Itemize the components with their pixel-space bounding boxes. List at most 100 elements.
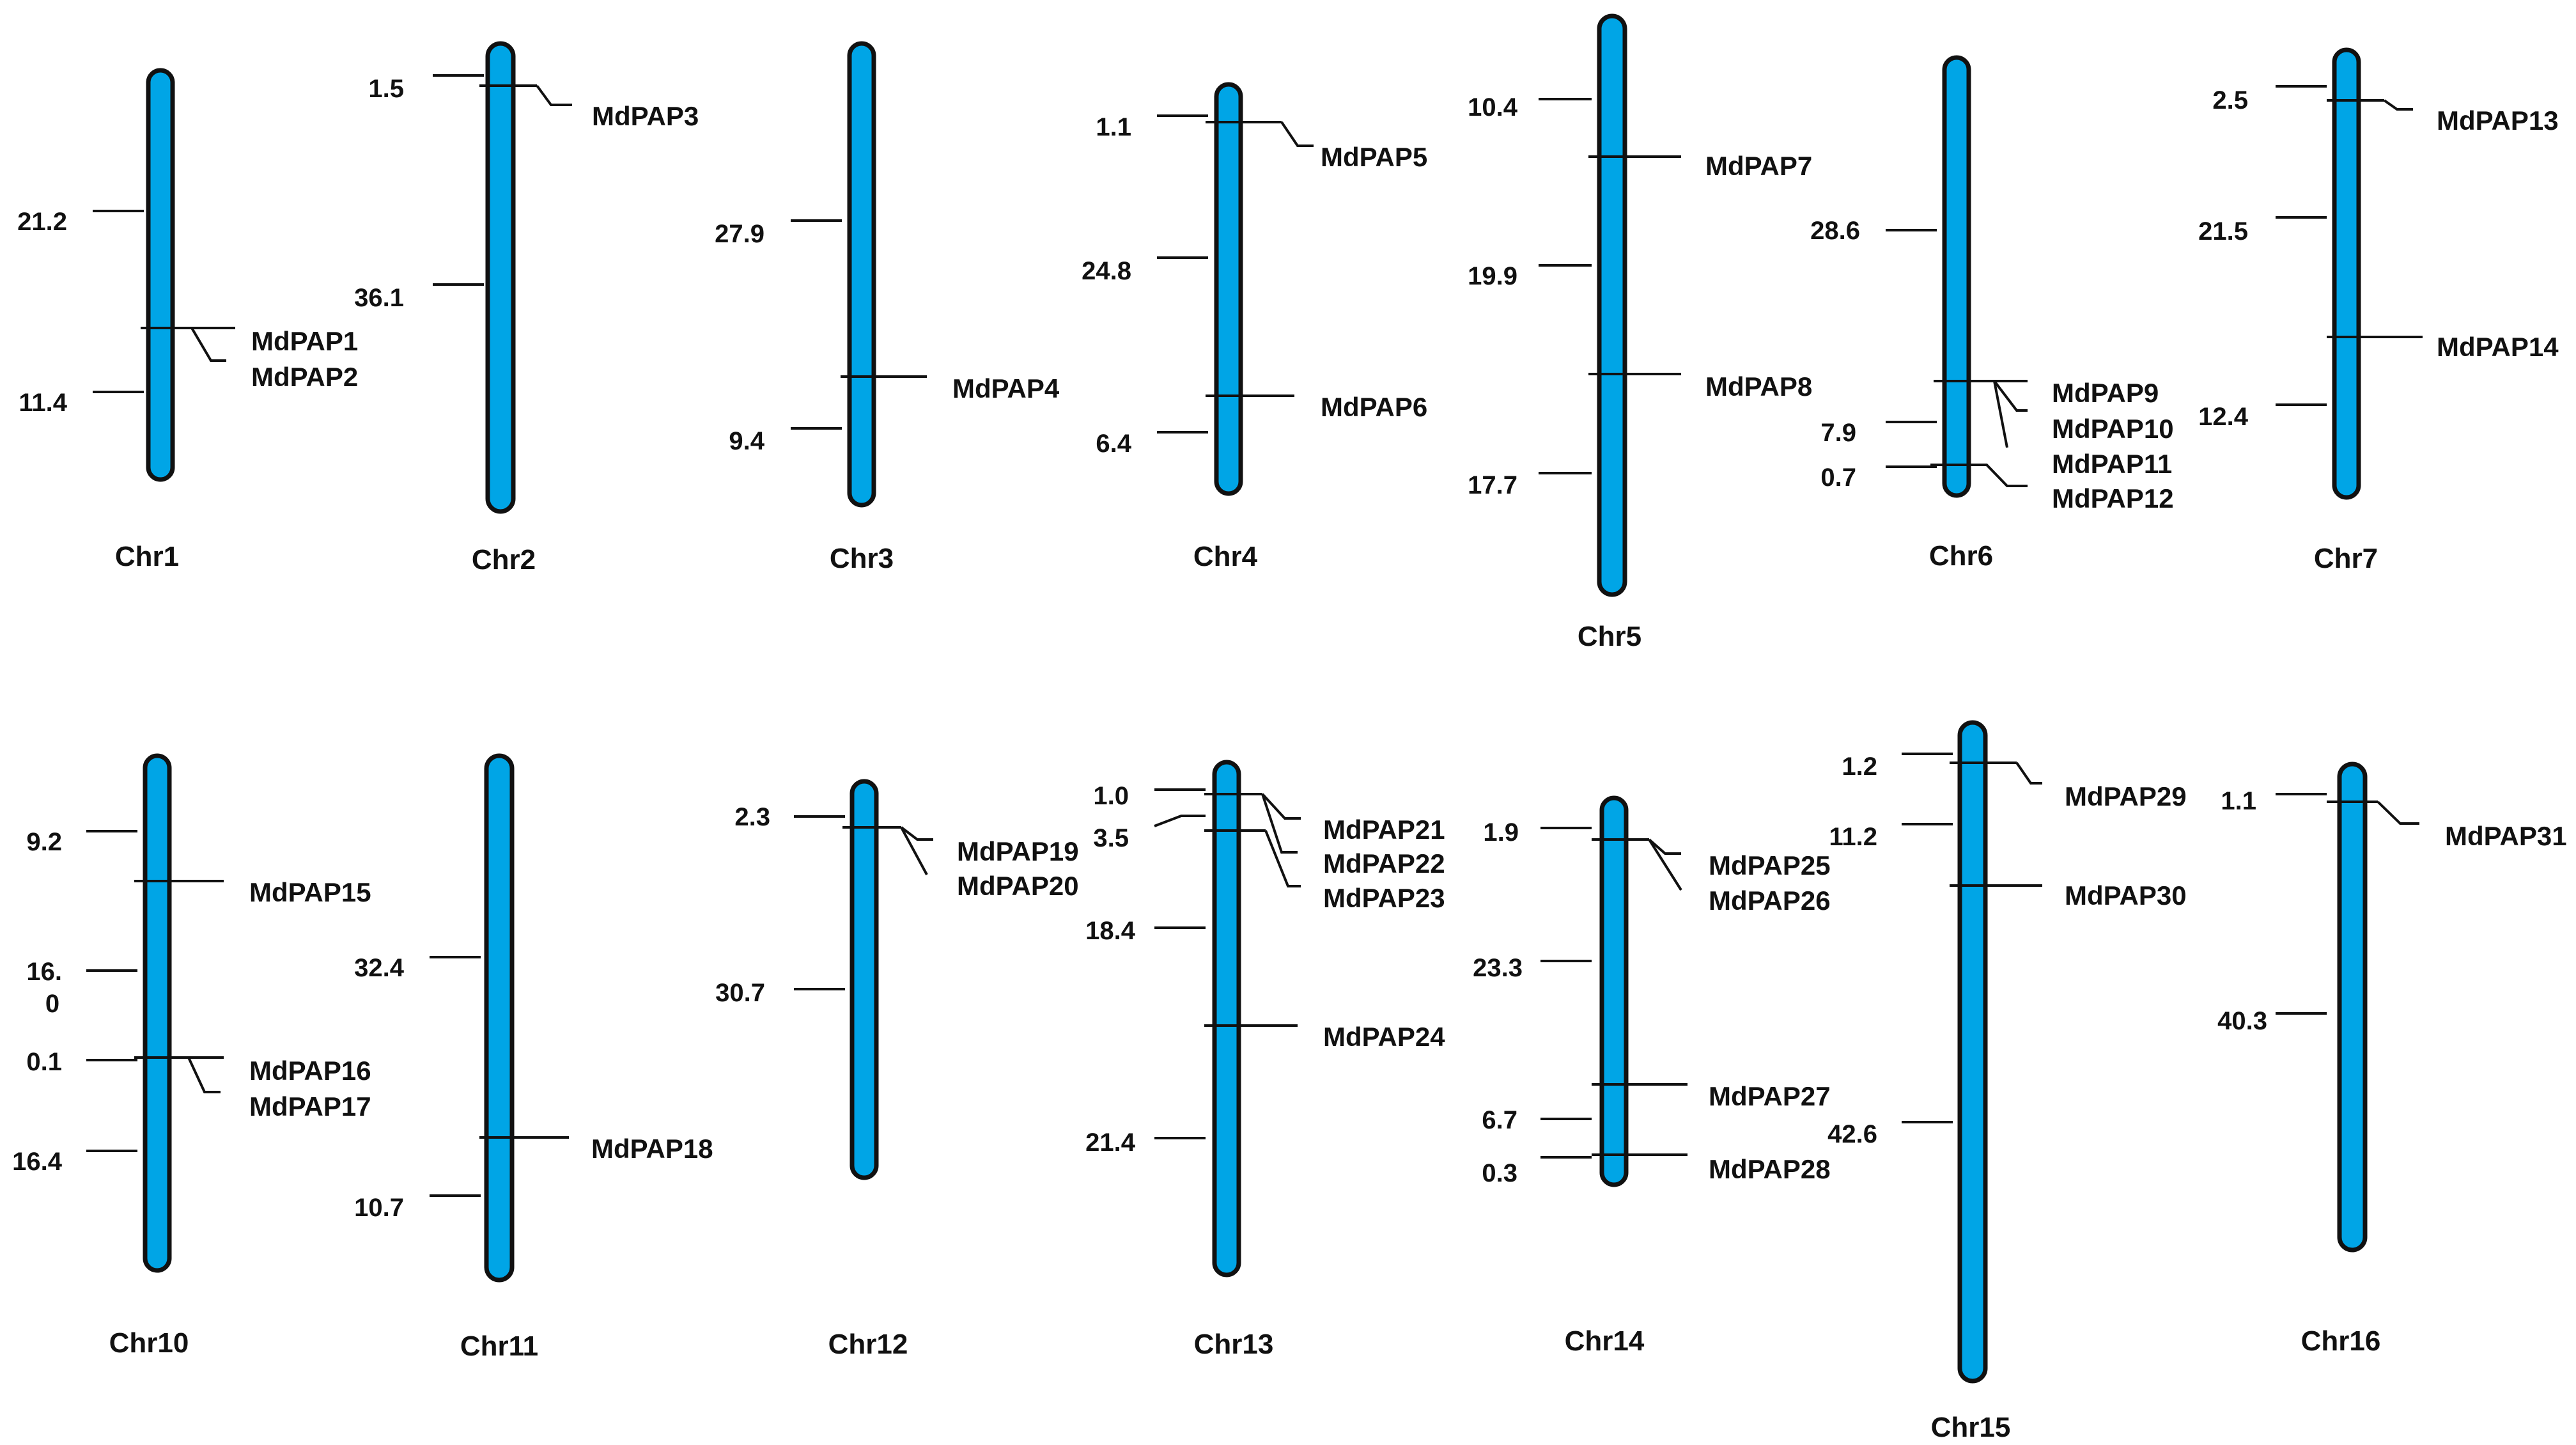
- gene-label-mdpap2: MdPAP2: [251, 362, 358, 392]
- gene-label-mdpap30: MdPAP30: [2065, 880, 2187, 910]
- gene-label-mdpap5: MdPAP5: [1321, 142, 1427, 172]
- gene-label-mdpap24: MdPAP24: [1323, 1022, 1445, 1052]
- chr11-label: Chr11: [460, 1331, 538, 1362]
- chromosome-chr14: 1.9 23.3 6.7 0.3 MdPAP25 MdPAP26 MdPAP27…: [1473, 795, 1831, 1357]
- gene-label-mdpap26: MdPAP26: [1709, 886, 1831, 916]
- chr10-dist-4: 0.1: [26, 1048, 62, 1076]
- chr7-bar: [2332, 47, 2361, 500]
- chromosome-chr7: 2.5 21.5 12.4 MdPAP13 MdPAP14 Chr7: [2198, 47, 2559, 574]
- chr10-dist-1: 9.2: [26, 828, 62, 856]
- chr14-dist-1: 1.9: [1483, 818, 1519, 847]
- chromosome-chr15: 1.2 11.2 42.6 MdPAP29 MdPAP30 Chr15: [1827, 720, 2187, 1443]
- chr4-dist-2: 24.8: [1082, 257, 1131, 285]
- gene-label-mdpap29: MdPAP29: [2065, 781, 2187, 811]
- chr11-dist-1: 32.4: [354, 954, 405, 982]
- chr16-dist-2: 40.3: [2217, 1007, 2267, 1035]
- chr11-bar: [484, 753, 515, 1283]
- gene-label-mdpap6: MdPAP6: [1321, 392, 1427, 422]
- chr1-dist-1: 21.2: [17, 208, 67, 236]
- chr13-dist-2: 3.5: [1093, 824, 1129, 852]
- chromosome-chr5: 10.4 19.9 17.7 MdPAP7 MdPAP8 Chr5: [1468, 13, 1812, 652]
- chr13-dist-3: 18.4: [1085, 917, 1136, 945]
- chr6-dist-2: 7.9: [1820, 419, 1856, 447]
- chr14-bar: [1599, 795, 1629, 1187]
- chr10-dist-2: 16.: [26, 958, 62, 986]
- chr15-dist-3: 42.6: [1827, 1120, 1877, 1148]
- gene-label-mdpap1: MdPAP1: [251, 326, 358, 356]
- chr3-dist-2: 9.4: [729, 427, 764, 455]
- chr5-bar: [1597, 13, 1627, 597]
- chromosome-chr6: 28.6 7.9 0.7 MdPAP9 MdPAP10 MdPAP11 MdPA…: [1810, 55, 2174, 572]
- chr11-dist-2: 10.7: [354, 1194, 404, 1222]
- chr6-bar: [1942, 55, 1971, 498]
- chr6-dist-1: 28.6: [1810, 217, 1860, 245]
- chromosome-chr10: 9.2 16. 0 0.1 16.4 MdPAP15 MdPAP16 MdPAP…: [12, 753, 371, 1359]
- chr7-label: Chr7: [2314, 543, 2378, 574]
- chromosome-chr3: 27.9 9.4 MdPAP4 Chr3: [715, 41, 1060, 574]
- gene-label-mdpap25: MdPAP25: [1709, 850, 1831, 880]
- gene-label-mdpap8: MdPAP8: [1705, 371, 1812, 402]
- gene-label-mdpap28: MdPAP28: [1709, 1154, 1831, 1184]
- gene-label-mdpap3: MdPAP3: [592, 101, 699, 131]
- chr14-dist-4: 0.3: [1482, 1159, 1517, 1187]
- chr10-bar: [143, 753, 172, 1273]
- chr4-dist-1: 1.1: [1096, 113, 1131, 141]
- chromosome-chr1: 21.2 11.4 MdPAP1 MdPAP2 Chr1: [17, 68, 358, 572]
- chr6-dist-3: 0.7: [1820, 464, 1856, 492]
- gene-label-mdpap31: MdPAP31: [2445, 821, 2567, 851]
- chr4-dist-3: 6.4: [1096, 430, 1131, 458]
- chromosome-chr12: 2.3 30.7 MdPAP19 MdPAP20 Chr12: [715, 779, 1079, 1360]
- chr15-dist-1: 1.2: [1842, 753, 1877, 781]
- gene-label-mdpap9: MdPAP9: [2052, 378, 2159, 408]
- gene-label-mdpap12: MdPAP12: [2052, 483, 2174, 513]
- chr5-label: Chr5: [1578, 621, 1641, 652]
- chr12-dist-1: 2.3: [734, 803, 770, 831]
- chr3-label: Chr3: [830, 543, 894, 574]
- gene-label-mdpap19: MdPAP19: [957, 836, 1079, 866]
- chr2-bar: [485, 41, 516, 514]
- chr7-dist-2: 21.5: [2198, 217, 2248, 246]
- chromosome-chr16: 1.1 40.3 MdPAP31 Chr16: [2217, 762, 2567, 1357]
- gene-label-mdpap7: MdPAP7: [1705, 151, 1812, 181]
- gene-label-mdpap14: MdPAP14: [2437, 332, 2559, 362]
- chromosome-chr2: 1.5 36.1 MdPAP3 Chr2: [354, 41, 699, 575]
- chr2-label: Chr2: [472, 544, 536, 575]
- chr12-dist-2: 30.7: [715, 979, 765, 1007]
- chr12-label: Chr12: [828, 1329, 908, 1360]
- gene-label-mdpap11: MdPAP11: [2052, 449, 2172, 479]
- chr4-label: Chr4: [1193, 541, 1258, 572]
- gene-label-mdpap23: MdPAP23: [1323, 883, 1445, 913]
- gene-label-mdpap13: MdPAP13: [2437, 105, 2559, 136]
- chr3-dist-1: 27.9: [715, 220, 764, 248]
- chr1-label: Chr1: [115, 541, 179, 572]
- gene-label-mdpap16: MdPAP16: [249, 1056, 371, 1086]
- gene-label-mdpap27: MdPAP27: [1709, 1081, 1831, 1111]
- chr5-dist-2: 19.9: [1468, 262, 1517, 290]
- gene-label-mdpap10: MdPAP10: [2052, 414, 2174, 444]
- gene-label-mdpap18: MdPAP18: [591, 1134, 713, 1164]
- gene-label-mdpap20: MdPAP20: [957, 871, 1079, 901]
- chr13-label: Chr13: [1194, 1329, 1274, 1360]
- chr15-bar: [1957, 720, 1988, 1384]
- chr10-dist-3: 0: [45, 990, 59, 1018]
- chr13-dist-4: 21.4: [1085, 1129, 1136, 1157]
- gene-label-mdpap22: MdPAP22: [1323, 848, 1445, 879]
- chr15-label: Chr15: [1931, 1412, 2011, 1443]
- gene-label-mdpap21: MdPAP21: [1323, 815, 1445, 845]
- chr10-label: Chr10: [109, 1327, 189, 1359]
- gene-label-mdpap4: MdPAP4: [952, 373, 1060, 403]
- chr7-dist-3: 12.4: [2198, 403, 2249, 431]
- chr13-dist-1: 1.0: [1093, 782, 1129, 810]
- chr14-dist-2: 23.3: [1473, 954, 1523, 982]
- chr7-dist-1: 2.5: [2212, 86, 2248, 114]
- chr16-label: Chr16: [2301, 1325, 2381, 1357]
- chromosome-chr13: 1.0 3.5 18.4 21.4 MdPAP21 MdPAP22 MdPAP2…: [1085, 760, 1445, 1360]
- chr4-bar: [1214, 82, 1243, 496]
- gene-label-mdpap17: MdPAP17: [249, 1091, 371, 1121]
- chr3-bar: [847, 41, 876, 508]
- chr10-dist-5: 16.4: [12, 1148, 63, 1176]
- chr5-dist-1: 10.4: [1468, 93, 1518, 121]
- chr13-bar: [1212, 760, 1241, 1277]
- chr14-label: Chr14: [1565, 1325, 1645, 1357]
